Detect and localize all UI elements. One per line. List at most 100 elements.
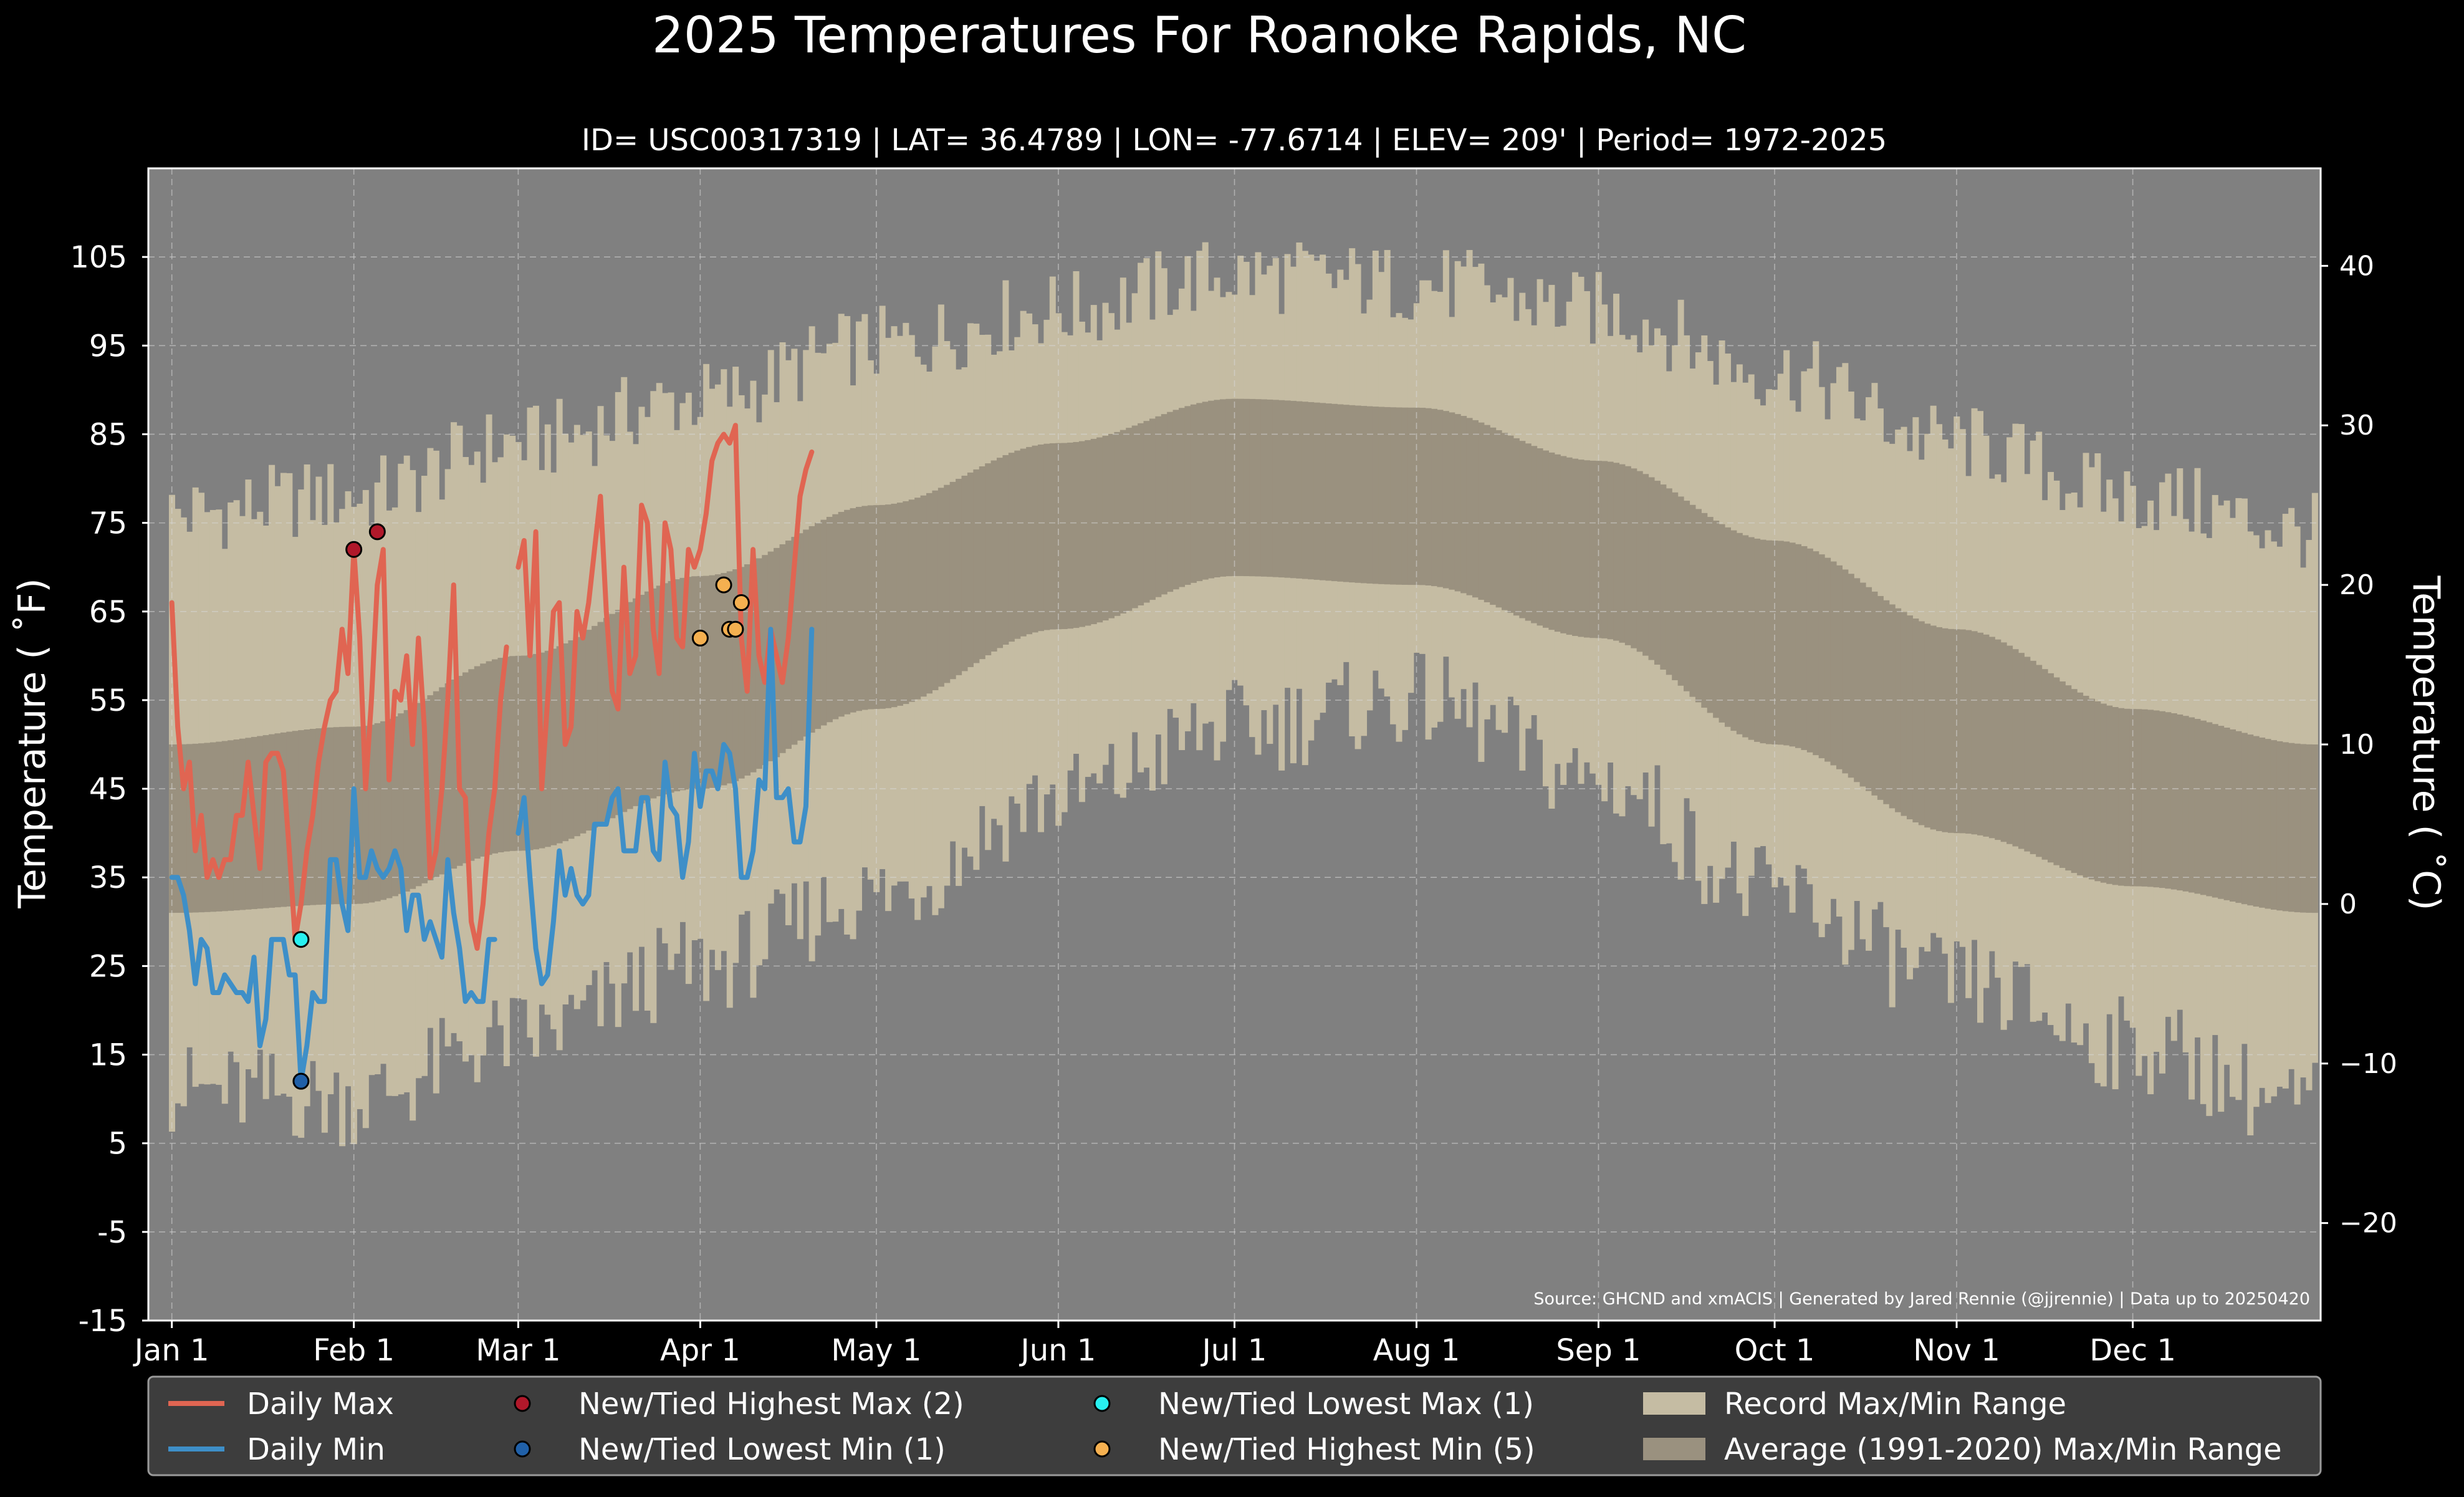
normal-range-bar [550, 648, 557, 845]
normal-range-bar [304, 729, 310, 906]
normal-range-bar [2177, 714, 2184, 891]
normal-range-bar [339, 726, 346, 905]
normal-range-bar [1167, 412, 1174, 592]
normal-range-bar [1889, 604, 1896, 809]
normal-range-bar [1842, 569, 1849, 774]
normal-range-bar [1361, 406, 1368, 584]
normal-range-bar [1513, 438, 1520, 616]
normal-range-bar [1384, 407, 1391, 585]
normal-range-bar [703, 575, 710, 789]
normal-range-bar [1243, 398, 1250, 577]
x-tick-label: Aug 1 [1373, 1333, 1460, 1368]
normal-range-bar [1331, 403, 1338, 582]
normal-range-bar [521, 655, 528, 851]
chart-subtitle: ID= USC00317319 | LAT= 36.4789 | LON= -7… [582, 123, 1887, 158]
normal-range-bar [2041, 669, 2048, 860]
normal-range-bar [451, 679, 458, 869]
normal-range-bar [1654, 481, 1661, 665]
normal-range-bar [826, 516, 833, 723]
normal-range-bar [2083, 695, 2089, 878]
normal-range-bar [1149, 418, 1156, 600]
normal-range-bar [1613, 463, 1620, 641]
record-marker [727, 620, 744, 638]
normal-range-bar [204, 743, 211, 912]
normal-range-bar [1143, 421, 1150, 603]
normal-range-bar [1818, 554, 1825, 759]
normal-range-bar [621, 605, 628, 812]
legend-swatch-average-1991-2020-max-min-range [1643, 1438, 1705, 1460]
normal-range-bar [2194, 719, 2201, 894]
normal-range-bar [1983, 634, 1990, 837]
series-line-daily-max [169, 423, 815, 951]
normal-range-bar [2006, 645, 2013, 844]
normal-range-bar [1043, 443, 1050, 630]
normal-range-bar [444, 683, 451, 872]
normal-range-bar [1642, 474, 1649, 656]
normal-range-bar [362, 726, 369, 903]
normal-range-bar [1895, 608, 1902, 812]
normal-range-bar [1390, 407, 1397, 585]
normal-range-bar [1583, 460, 1590, 638]
x-tick-label: Oct 1 [1735, 1333, 1815, 1368]
normal-range-bar [1026, 446, 1033, 635]
y-tick-label: 95 [89, 329, 127, 363]
normal-range-bar [2030, 660, 2036, 854]
normal-range-bar [1836, 565, 1843, 769]
y-tick-label: 5 [108, 1127, 127, 1162]
normal-range-bar [1214, 400, 1220, 577]
normal-range-bar [1689, 504, 1696, 697]
legend-swatch-new-tied-highest-min-5 [1093, 1440, 1111, 1458]
normal-range-bar [597, 622, 604, 825]
normal-range-bar [967, 472, 974, 667]
normal-range-bar [1032, 445, 1038, 633]
legend-box [147, 1375, 2322, 1476]
normal-range-bar [1677, 496, 1684, 686]
normal-range-bar [1789, 542, 1796, 747]
source-note: Source: GHCND and xmACIS | Generated by … [1533, 1289, 2310, 1309]
normal-range-bar [949, 481, 956, 680]
normal-range-bar [410, 706, 416, 889]
normal-range-bar [1995, 639, 2001, 840]
normal-range-bar [820, 519, 827, 726]
normal-range-bar [1636, 471, 1643, 652]
normal-range-bar [726, 571, 733, 784]
normal-range-bar [1942, 628, 1949, 832]
normal-range-bar [1988, 637, 1995, 839]
normal-range-bar [391, 716, 398, 897]
normal-range-bar [2230, 729, 2236, 902]
normal-range-bar [1407, 407, 1414, 585]
normal-range-bar [1936, 627, 1943, 831]
normal-range-bar [2300, 744, 2307, 913]
normal-range-bar [1631, 468, 1637, 648]
normal-range-bar [1002, 455, 1009, 645]
normal-range-bar [1208, 400, 1215, 579]
normal-range-bar [2218, 726, 2225, 899]
normal-range-bar [1449, 412, 1455, 590]
normal-range-bar [1666, 488, 1672, 675]
normal-range-bar [1073, 441, 1080, 628]
y-tick-label: 15 [89, 1038, 127, 1073]
normal-range-bar [850, 508, 856, 713]
normal-range-bar [315, 728, 322, 905]
normal-range-bar [803, 529, 810, 737]
normal-range-bar [480, 663, 487, 857]
normal-range-bar [2241, 733, 2248, 905]
normal-range-bar [1965, 630, 1972, 834]
normal-range-bar [1172, 410, 1179, 590]
normal-range-bar [1049, 443, 1056, 630]
normal-range-bar [2235, 731, 2242, 903]
normal-range-bar [1278, 400, 1285, 578]
normal-range-bar [544, 650, 551, 847]
normal-range-bar [1560, 456, 1567, 633]
normal-range-bar [1701, 513, 1708, 708]
normal-range-bar [2112, 707, 2119, 885]
normal-range-bar [1302, 402, 1308, 579]
y-tick-label: 35 [89, 860, 127, 895]
normal-range-bar [286, 731, 293, 907]
record-marker [292, 1072, 310, 1090]
normal-range-bar [333, 727, 340, 905]
normal-range-bar [973, 469, 980, 663]
normal-range-bar [2036, 665, 2043, 857]
normal-range-bar [1607, 461, 1614, 640]
normal-range-bar [832, 514, 839, 720]
